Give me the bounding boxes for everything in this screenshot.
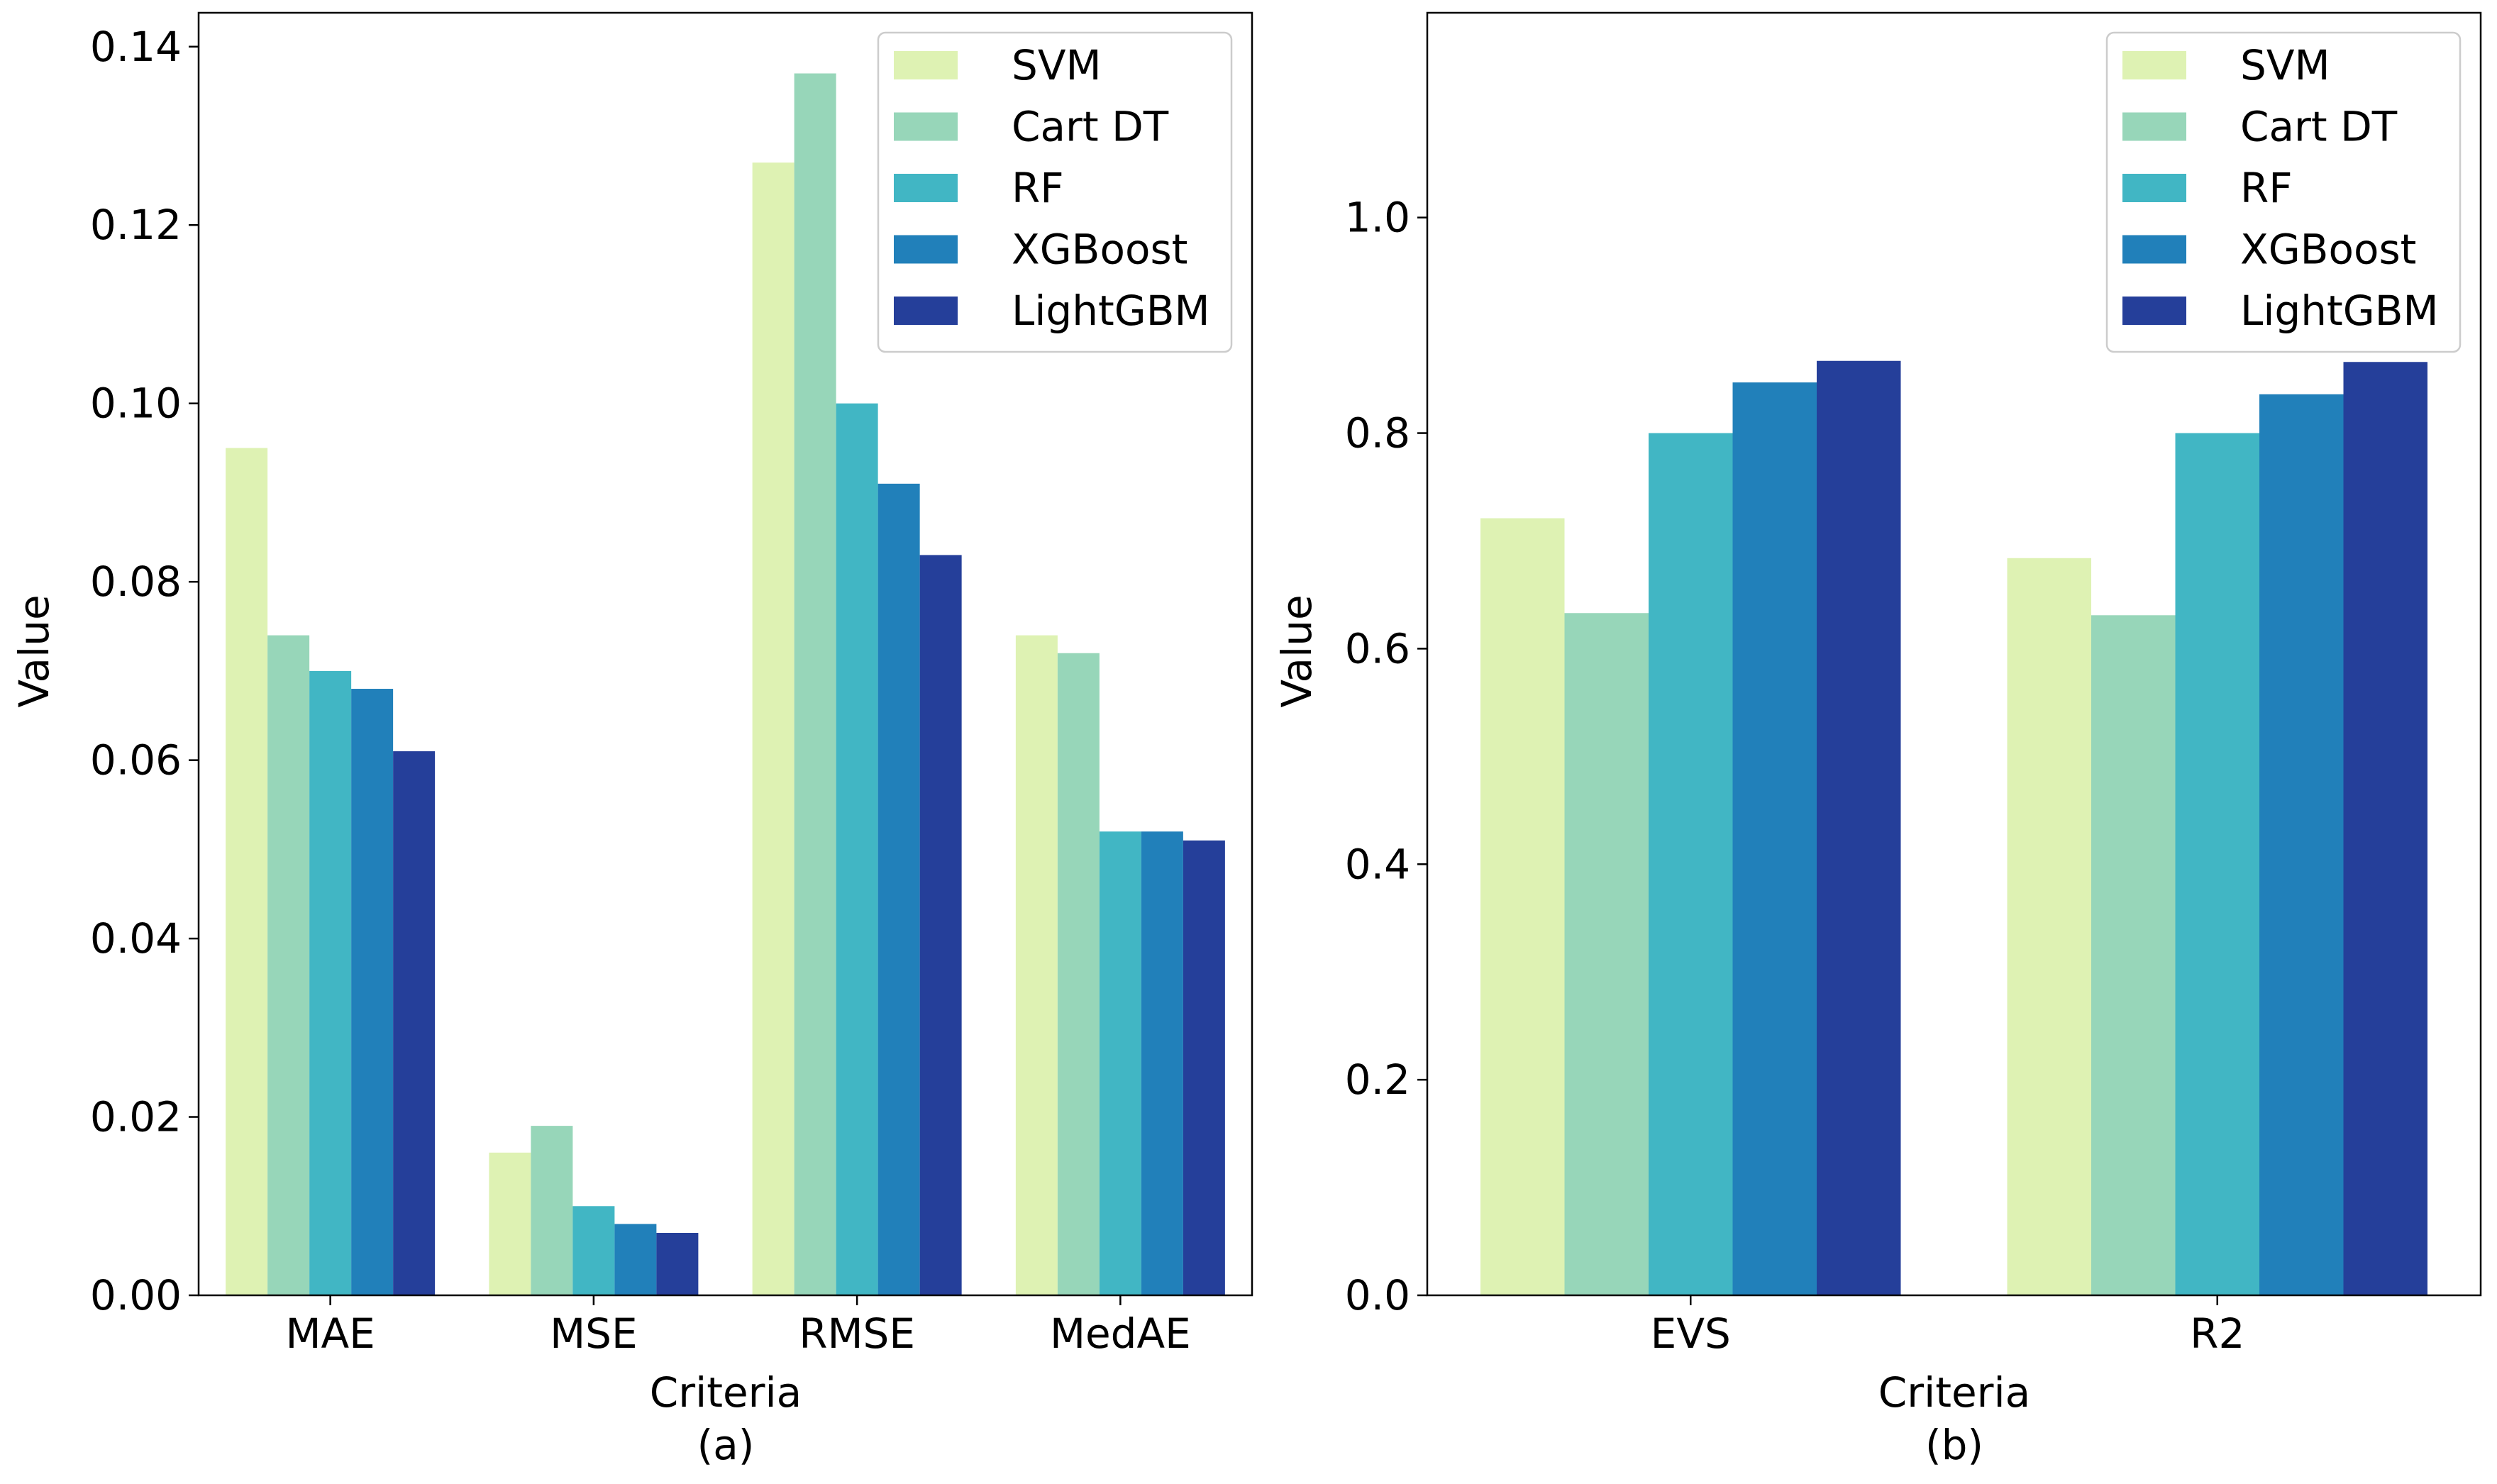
bar-lightgbm-r2 [2343,362,2427,1295]
bar-rf-mae [309,670,352,1295]
panel-a-bars [226,73,1225,1296]
bar-cart-dt-mse [531,1126,573,1295]
y-tick-label: 0.06 [90,736,182,785]
y-tick-label: 0.08 [90,558,182,606]
legend-swatch [2122,174,2186,202]
axes-frame [197,11,1253,1297]
bar-rf-mse [572,1206,615,1295]
y-tick-label: 0.02 [90,1093,182,1141]
y-tick-label: 0.14 [90,23,182,71]
panel-a-legend: SVM Cart DT RF XGBoost LightGBM [877,31,1233,353]
bar-svm-rmse [752,162,794,1296]
bar-rf-evs [1649,433,1733,1295]
panel-a-xlabel: Criteria [650,1368,802,1417]
legend-label: SVM [2240,41,2330,89]
y-tick-label: 1.0 [1345,194,1410,242]
bar-xgboost-evs [1732,382,1817,1295]
panel-a-axes: MAE MSE RMSE MedAE 0.00 0.02 0.04 0.06 0.08 0.10 0… [90,11,1253,1358]
panel-b-ylabel: Value [1273,594,1321,707]
bar-rf-r2 [2175,433,2259,1295]
panel-a-chart: MAE MSE RMSE MedAE 0.00 0.02 0.04 0.06 0.08 0.10 0… [10,11,1253,1469]
bar-svm-mse [489,1152,531,1295]
bar-rf-medae [1099,831,1141,1295]
panel-b-bars [1480,360,2427,1295]
legend-swatch [2122,112,2186,141]
legend-box [2105,31,2462,353]
bar-xgboost-mae [351,689,394,1295]
y-tick-label: 0.0 [1345,1271,1410,1319]
legend-swatch [894,112,958,141]
legend-label: SVM [1012,41,1102,89]
bar-lightgbm-mse [656,1232,699,1295]
legend-swatch [894,297,958,325]
bar-xgboost-mse [614,1224,657,1295]
y-tick-label: 0.10 [90,380,182,428]
x-tick-label: MSE [550,1309,638,1358]
legend-label: Cart DT [2240,103,2398,151]
bar-cart-dt-evs [1564,613,1649,1295]
bar-xgboost-rmse [877,483,920,1295]
panel-b-legend: SVM Cart DT RF XGBoost LightGBM [2105,31,2462,353]
y-tick-label: 0.2 [1345,1056,1410,1104]
bar-svm-r2 [2007,558,2091,1295]
bar-xgboost-r2 [2259,394,2344,1295]
y-tick-label: 0.8 [1345,409,1410,458]
x-tick-label: MAE [285,1309,375,1358]
y-tick-label: 0.12 [90,201,182,249]
legend-label: XGBoost [2240,226,2416,274]
bar-lightgbm-rmse [919,555,962,1296]
legend-swatch [894,174,958,202]
bar-cart-dt-rmse [794,73,836,1295]
bar-svm-mae [226,448,268,1295]
panel-a-ylabel: Value [10,594,58,707]
bar-svm-evs [1480,518,1565,1295]
bar-svm-medae [1015,635,1058,1295]
legend-swatch [2122,51,2186,79]
x-tick-label: RMSE [799,1309,915,1358]
bar-lightgbm-evs [1817,360,1901,1295]
bar-lightgbm-medae [1183,840,1225,1295]
legend-swatch [894,51,958,79]
axes-frame [1426,11,2482,1297]
x-tick-label: MedAE [1050,1309,1191,1358]
bar-cart-dt-r2 [2091,615,2176,1295]
bar-cart-dt-mae [267,635,310,1295]
legend-swatch [894,235,958,264]
legend-swatch [2122,297,2186,325]
bar-cart-dt-medae [1057,653,1100,1295]
x-tick-label: R2 [2190,1309,2244,1358]
legend-label: RF [1012,164,1064,212]
panel-b-caption: (b) [1925,1421,1983,1469]
legend-swatch [2122,235,2186,264]
panel-a-caption: (a) [697,1421,755,1469]
y-tick-label: 0.00 [90,1271,182,1319]
y-tick-label: 0.04 [90,914,182,963]
legend-label: LightGBM [1012,287,1210,335]
legend-label: LightGBM [2240,287,2439,335]
bar-lightgbm-mae [393,751,436,1295]
y-tick-label: 0.6 [1345,624,1410,672]
bar-xgboost-medae [1141,831,1183,1295]
legend-box [877,31,1233,353]
panel-b-axes: EVS R2 0.0 0.2 0.4 0.6 0.8 1.0 [1345,11,2482,1358]
y-tick-label: 0.4 [1345,840,1410,888]
x-tick-label: EVS [1651,1309,1731,1358]
legend-label: XGBoost [1012,226,1187,274]
bar-rf-rmse [836,403,878,1296]
panel-b-xlabel: Criteria [1878,1368,2030,1417]
panel-b-chart: EVS R2 0.0 0.2 0.4 0.6 0.8 1.0 SVM Cart DT RF XGBo… [1273,11,2482,1469]
legend-label: RF [2240,164,2293,212]
legend-label: Cart DT [1012,103,1169,151]
